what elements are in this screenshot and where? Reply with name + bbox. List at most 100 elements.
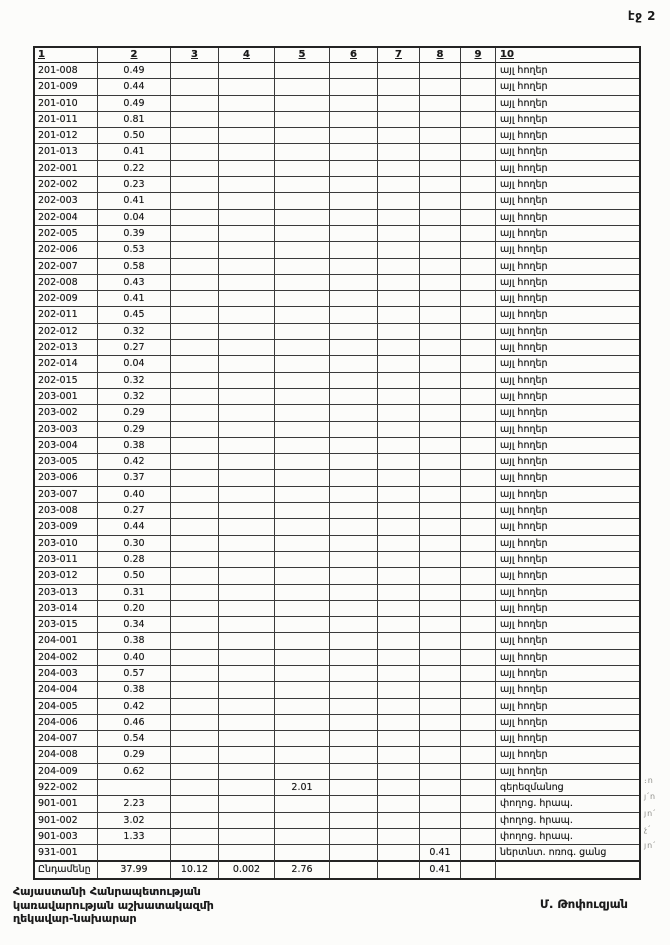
table-cell <box>219 731 275 748</box>
table-cell <box>275 796 330 813</box>
table-cell <box>275 600 330 618</box>
table-cell <box>461 747 496 764</box>
table-cell <box>461 665 496 683</box>
table-cell: 203-006 <box>35 470 98 487</box>
table-cell <box>461 307 496 324</box>
table-cell <box>275 291 330 308</box>
table-cell <box>275 405 330 422</box>
table-cell: 1.33 <box>98 828 171 846</box>
table-cell: այլ հողեր <box>496 177 639 194</box>
table-row: 922-002 2.01 գերեզմանոց <box>35 780 639 797</box>
table-cell <box>171 177 219 194</box>
table-cell <box>330 421 378 438</box>
table-cell <box>275 421 330 438</box>
table-cell: 0.81 <box>98 111 171 129</box>
table-cell <box>420 682 461 699</box>
table-cell <box>219 323 275 341</box>
table-cell <box>171 242 219 259</box>
table-cell <box>275 845 330 862</box>
table-row: 204-007 0.54 այլ հողեր <box>35 731 639 748</box>
table-cell <box>330 682 378 699</box>
table-cell <box>219 258 275 275</box>
table-cell: 203-004 <box>35 437 98 455</box>
table-cell <box>461 63 496 80</box>
table-cell <box>219 812 275 829</box>
land-use-table: 1 2 3 4 5 6 7 8 9 10 201-008 0.49 այլ հողեր 201-009 0.… <box>33 46 641 880</box>
table-cell <box>171 388 219 406</box>
table-cell <box>420 503 461 520</box>
table-cell <box>171 535 219 552</box>
table-cell <box>275 470 330 487</box>
table-cell <box>171 551 219 569</box>
table-cell <box>420 698 461 715</box>
table-cell <box>219 291 275 308</box>
table-cell <box>461 682 496 699</box>
table-cell <box>420 633 461 650</box>
table-row: 202-004 0.04 այլ հողեր <box>35 209 639 226</box>
table-cell <box>378 600 420 618</box>
table-cell <box>219 763 275 781</box>
table-cell: 10.12 <box>171 861 219 878</box>
table-cell: 0.04 <box>98 356 171 373</box>
table-cell <box>461 372 496 389</box>
table-cell <box>275 242 330 259</box>
table-row: 202-009 0.41 այլ հողեր <box>35 291 639 308</box>
table-row: 202-003 0.41 այլ հողեր <box>35 193 639 210</box>
table-cell <box>461 796 496 813</box>
table-cell <box>378 160 420 178</box>
table-cell <box>219 796 275 813</box>
table-cell <box>420 291 461 308</box>
table-cell <box>219 144 275 161</box>
table-cell <box>219 79 275 96</box>
table-cell <box>330 665 378 683</box>
table-cell: 0.27 <box>98 503 171 520</box>
table-row: 203-011 0.28 այլ հողեր <box>35 551 639 569</box>
table-cell <box>219 633 275 650</box>
table-row: 201-012 0.50 այլ հողեր <box>35 128 639 145</box>
table-cell <box>461 340 496 357</box>
table-cell <box>275 437 330 455</box>
table-cell: 202-001 <box>35 160 98 178</box>
table-cell: այլ հողեր <box>496 259 639 275</box>
table-cell <box>420 79 461 96</box>
table-cell <box>275 274 330 292</box>
table-cell <box>420 160 461 178</box>
table-row: 203-005 0.42 այլ հողեր <box>35 454 639 471</box>
table-cell: 0.002 <box>219 861 275 878</box>
table-cell: 0.22 <box>98 160 171 178</box>
table-cell <box>275 356 330 373</box>
table-cell <box>330 796 378 813</box>
table-cell: 0.29 <box>98 747 171 764</box>
column-header-3: 3 <box>171 48 219 63</box>
table-cell: այլ հողեր <box>496 79 639 96</box>
table-cell <box>461 763 496 781</box>
footer-org-title: Հայաստանի Հանրապետության կառավարության ա… <box>13 885 214 926</box>
table-cell <box>275 828 330 846</box>
table-cell <box>420 144 461 161</box>
table-cell <box>275 535 330 552</box>
table-cell <box>420 665 461 683</box>
table-cell: այլ հողեր <box>496 519 639 536</box>
table-cell <box>378 388 420 406</box>
table-cell <box>461 633 496 650</box>
table-cell <box>378 584 420 601</box>
table-cell <box>171 307 219 324</box>
table-cell <box>378 356 420 373</box>
table-cell <box>219 780 275 797</box>
table-cell <box>219 388 275 406</box>
table-cell <box>275 79 330 96</box>
table-cell <box>461 714 496 732</box>
table-row: 203-007 0.40 այլ հողեր <box>35 486 639 504</box>
table-cell <box>219 698 275 715</box>
table-cell <box>171 633 219 650</box>
table-cell <box>420 714 461 732</box>
table-cell <box>330 747 378 764</box>
table-cell: 204-005 <box>35 698 98 715</box>
table-cell <box>219 682 275 699</box>
table-cell <box>461 470 496 487</box>
table-row: 204-002 0.40 այլ հողեր <box>35 649 639 666</box>
table-cell <box>378 568 420 585</box>
table-cell <box>171 111 219 129</box>
table-cell: 202-014 <box>35 356 98 373</box>
table-cell <box>275 763 330 781</box>
